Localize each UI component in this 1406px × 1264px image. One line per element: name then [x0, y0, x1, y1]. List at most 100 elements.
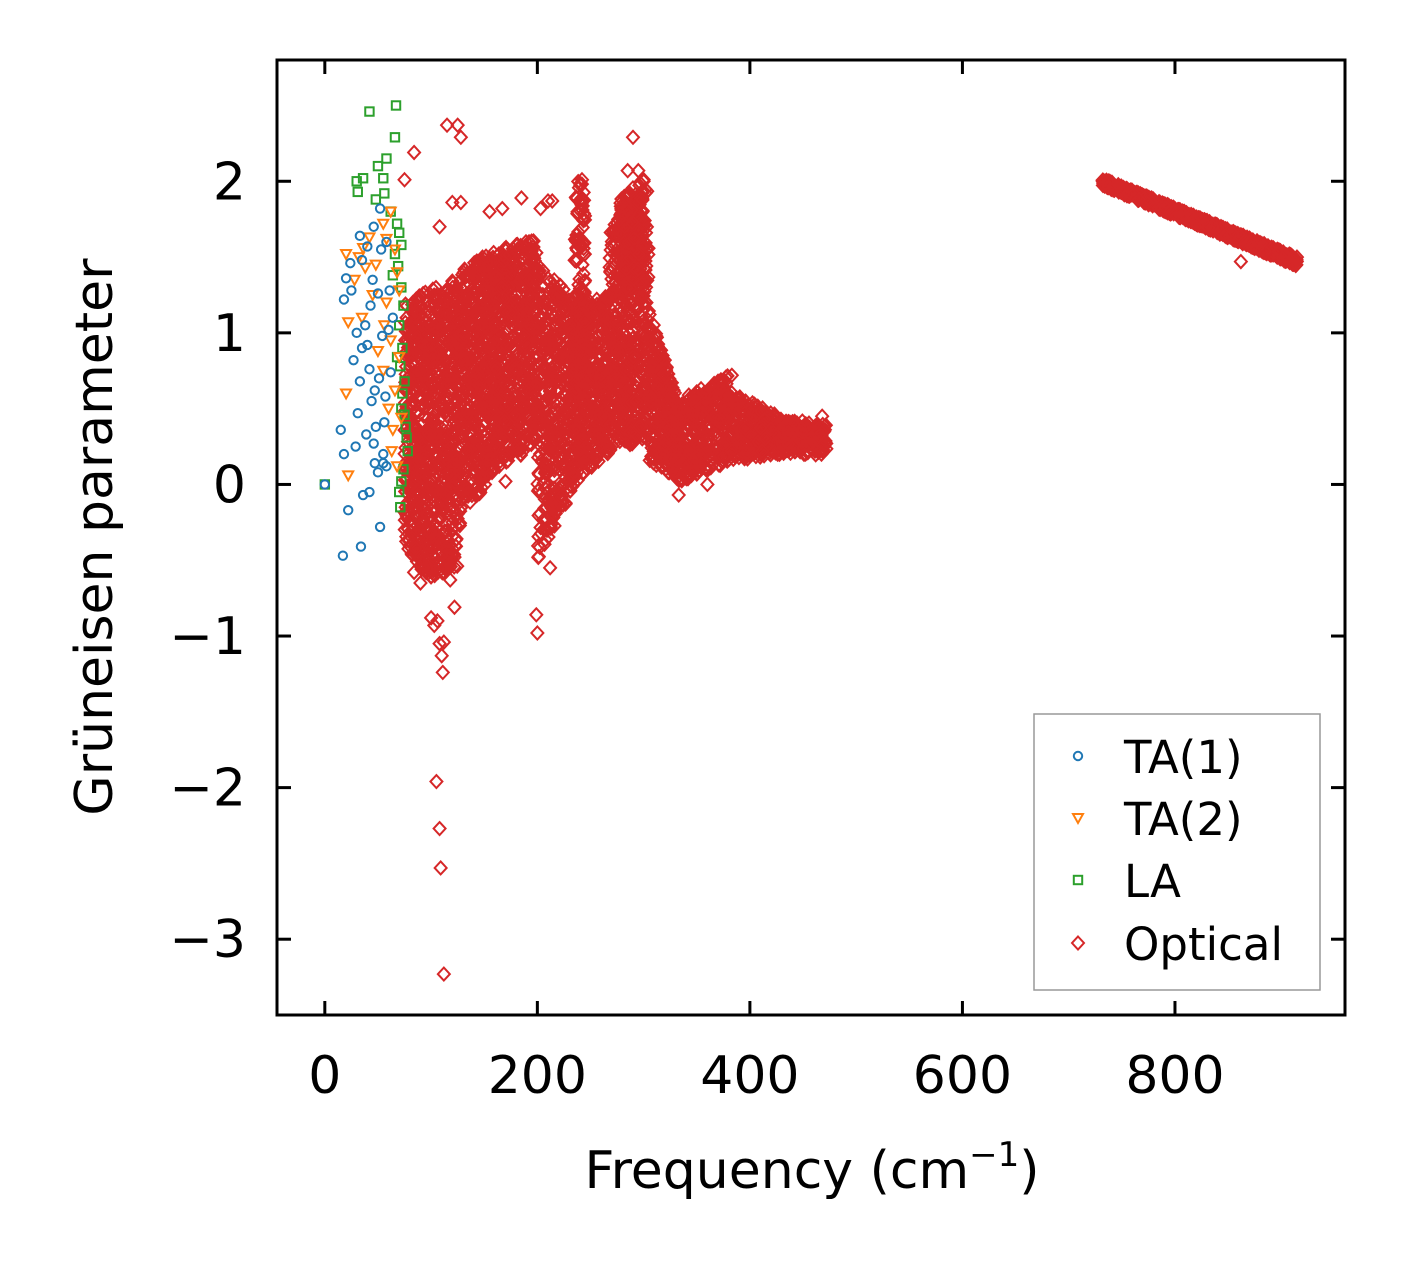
optical-point [428, 372, 443, 388]
optical-point [479, 303, 494, 320]
optical-point [437, 369, 453, 386]
optical-point [459, 407, 475, 424]
optical-point [584, 339, 600, 356]
optical-point [423, 352, 439, 369]
optical-point [531, 398, 546, 415]
optical-point [497, 409, 512, 426]
optical-point [590, 311, 605, 328]
optical-point [487, 413, 503, 430]
optical-point [634, 191, 650, 208]
optical-point [794, 424, 810, 441]
optical-point [655, 446, 670, 463]
optical-point [458, 470, 473, 487]
optical-point [645, 428, 661, 445]
optical-point [710, 419, 726, 436]
optical-point [456, 289, 471, 306]
optical-point [679, 422, 695, 439]
optical-point [436, 559, 452, 576]
optical-point [582, 334, 598, 351]
optical-point [579, 349, 595, 366]
optical-point [425, 499, 441, 516]
optical-point [501, 304, 517, 321]
optical-point [693, 421, 709, 438]
optical-point [532, 415, 547, 432]
optical-point [507, 408, 522, 425]
optical-point [599, 442, 615, 459]
optical-point [568, 252, 584, 269]
optical-point [453, 499, 469, 516]
optical-point [632, 174, 648, 191]
optical-point [651, 412, 667, 429]
optical-point [437, 291, 453, 308]
optical-point [500, 313, 516, 330]
optical-point [512, 259, 528, 276]
optical-point [602, 332, 618, 349]
optical-point [461, 435, 476, 452]
optical-point [606, 388, 622, 405]
optical-point [543, 461, 559, 478]
optical-point [671, 420, 687, 437]
optical-point [429, 513, 445, 529]
optical-point [604, 352, 620, 369]
optical-point [549, 347, 564, 364]
optical-point [622, 314, 638, 331]
optical-point [398, 358, 414, 375]
optical-point [608, 320, 623, 337]
optical-point [508, 360, 523, 377]
optical-point [401, 376, 417, 393]
optical-point [422, 523, 438, 540]
optical-point [555, 301, 571, 318]
optical-point [453, 326, 469, 343]
optical-point [555, 387, 571, 403]
optical-point [452, 503, 468, 520]
optical-point [732, 430, 747, 447]
optical-point [570, 205, 585, 222]
optical-point [544, 334, 560, 351]
optical-point [576, 350, 591, 367]
optical-point [614, 285, 629, 302]
optical-point [532, 539, 548, 556]
optical-point [443, 322, 459, 339]
optical-point [664, 379, 680, 396]
optical-point [400, 433, 416, 450]
optical-point [533, 289, 549, 306]
optical-point [409, 296, 425, 313]
optical-point [621, 235, 637, 252]
optical-point [487, 317, 503, 334]
optical-point [530, 549, 546, 566]
optical-point [408, 540, 423, 557]
optical-point [589, 301, 605, 318]
optical-point [619, 202, 635, 219]
optical-point [479, 444, 495, 461]
optical-point [516, 327, 532, 344]
optical-point [575, 219, 591, 236]
optical-point [626, 230, 642, 247]
optical-point [477, 384, 493, 401]
optical-point [548, 333, 564, 350]
optical-point [672, 413, 687, 430]
optical-point [451, 386, 467, 403]
optical-point [682, 456, 698, 473]
optical-point [487, 268, 503, 285]
optical-point [469, 487, 485, 504]
optical-point [738, 393, 753, 410]
optical-point [632, 418, 647, 435]
optical-point [523, 253, 539, 270]
optical-point [633, 359, 648, 376]
optical-point [624, 431, 639, 448]
optical-point [710, 413, 726, 430]
optical-point [600, 445, 616, 462]
optical-point [530, 449, 546, 466]
optical-point [570, 223, 586, 240]
optical-point [594, 428, 610, 445]
optical-point [685, 406, 701, 423]
optical-point [497, 448, 513, 465]
optical-point [435, 552, 451, 569]
optical-point [588, 401, 604, 418]
optical-point [497, 349, 512, 366]
optical-point [605, 239, 621, 256]
optical-point [637, 283, 652, 300]
optical-point [602, 441, 618, 458]
optical-point [464, 382, 480, 399]
optical-point [531, 258, 547, 275]
